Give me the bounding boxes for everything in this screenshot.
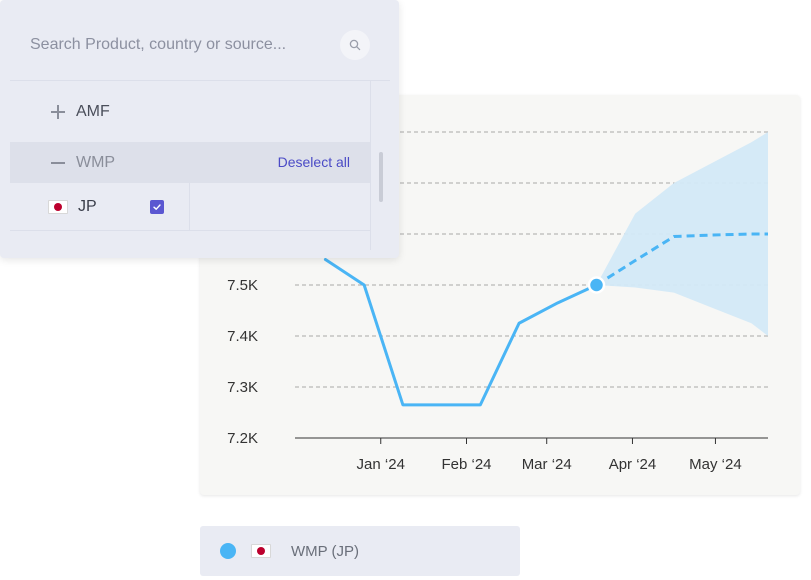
list-subitem-label: JP bbox=[78, 197, 97, 215]
legend-label: WMP (JP) bbox=[291, 542, 360, 560]
x-tick-label: Jan ‘24 bbox=[357, 456, 405, 473]
y-tick-label: 7.5K bbox=[227, 277, 258, 294]
search-icon bbox=[349, 39, 361, 51]
forecast-band bbox=[596, 132, 768, 336]
chart-legend[interactable]: WMP (JP) bbox=[200, 526, 520, 576]
y-tick-label: 7.4K bbox=[227, 328, 258, 345]
series-color-dot bbox=[220, 543, 236, 559]
series-line bbox=[323, 258, 599, 407]
x-tick-label: Mar ‘24 bbox=[522, 456, 572, 473]
x-tick-label: May ‘24 bbox=[689, 456, 742, 473]
japan-flag-icon bbox=[251, 544, 271, 558]
minus-icon[interactable] bbox=[50, 155, 66, 171]
product-list: AMF WMP Deselect all JP bbox=[10, 81, 370, 250]
y-tick-label: 7.3K bbox=[227, 379, 258, 396]
list-item-wmp[interactable]: WMP Deselect all bbox=[10, 142, 370, 183]
y-tick-label: 7.2K bbox=[227, 430, 258, 447]
deselect-all-link[interactable]: Deselect all bbox=[277, 154, 350, 170]
japan-flag-icon bbox=[48, 199, 68, 214]
highlight-point bbox=[587, 276, 606, 294]
x-tick-label: Feb ‘24 bbox=[441, 456, 491, 473]
list-item-label: WMP bbox=[76, 153, 116, 171]
list-subitem-jp[interactable]: JP bbox=[10, 183, 370, 231]
cell-divider bbox=[189, 183, 190, 231]
plus-icon[interactable] bbox=[50, 104, 66, 120]
jp-checkbox[interactable] bbox=[150, 200, 164, 214]
forecast-line bbox=[595, 232, 768, 287]
search-button[interactable] bbox=[340, 30, 370, 60]
scrollbar-thumb[interactable] bbox=[379, 152, 383, 202]
check-icon bbox=[153, 204, 161, 210]
product-selector-panel: AMF WMP Deselect all JP bbox=[0, 0, 399, 258]
scrollbar[interactable] bbox=[370, 81, 391, 250]
search-input[interactable] bbox=[30, 34, 330, 56]
x-tick-label: Apr ‘24 bbox=[609, 456, 657, 473]
list-item-amf[interactable]: AMF bbox=[10, 81, 370, 142]
list-item-label: AMF bbox=[76, 102, 110, 120]
search-bar bbox=[10, 10, 390, 81]
